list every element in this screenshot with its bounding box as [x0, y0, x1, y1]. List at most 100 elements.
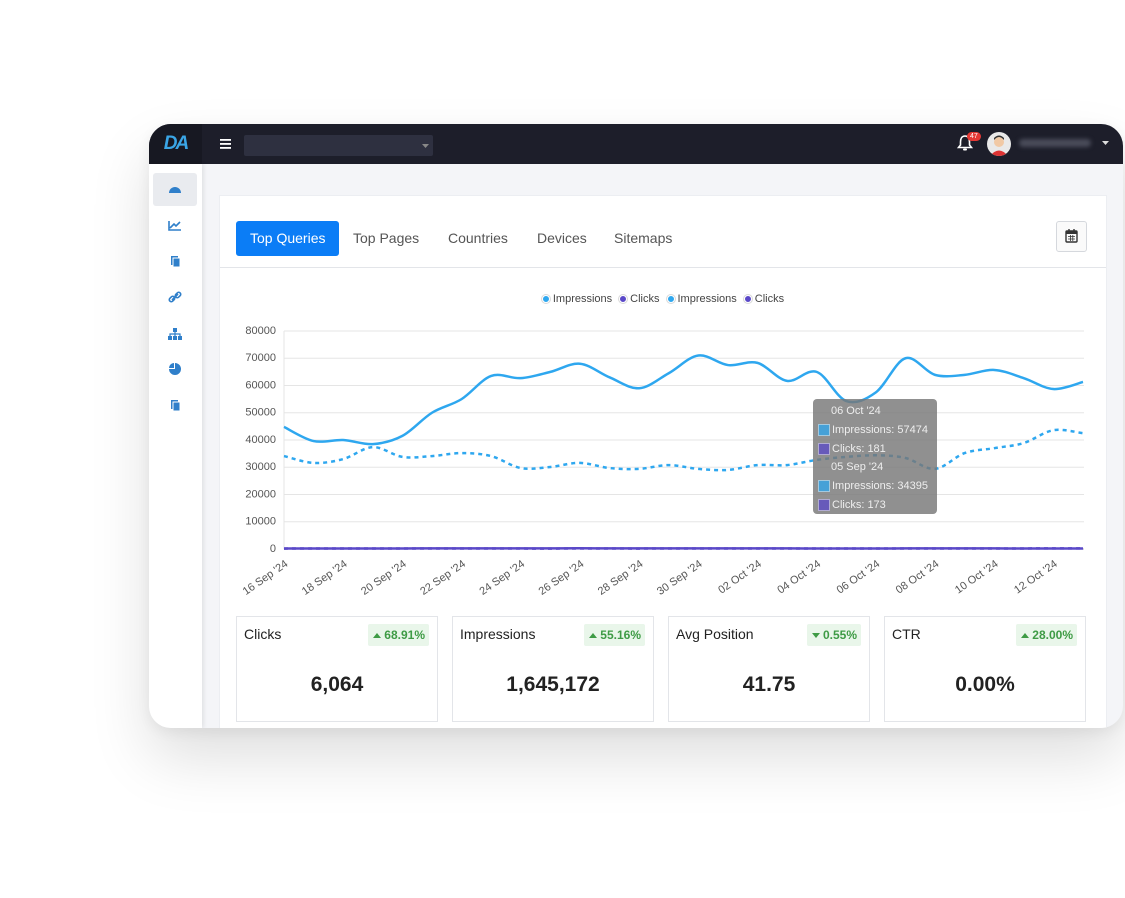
stat-label: Avg Position [676, 626, 754, 642]
y-tick-label: 60000 [245, 379, 276, 391]
x-tick-label: 12 Oct '24 [1012, 558, 1060, 596]
x-tick-label: 04 Oct '24 [775, 558, 823, 596]
icon-pie [169, 363, 181, 375]
tooltip-title: 05 Sep '24 [831, 461, 884, 473]
stat-change: 68.91% [368, 624, 429, 646]
stat-card: Avg Position 0.55% 41.75 [668, 616, 870, 722]
y-tick-label: 0 [270, 543, 276, 555]
stat-card: CTR 28.00% 0.00% [884, 616, 1086, 722]
tooltip-row: Impressions: 57474 [813, 421, 937, 440]
tooltip-text: Impressions: 57474 [832, 424, 928, 437]
icon-sitemap [168, 328, 182, 340]
legend-marker [666, 295, 675, 303]
nav-documents[interactable] [153, 389, 197, 422]
y-tick-label: 70000 [245, 352, 276, 364]
nav-sitemap[interactable] [153, 317, 197, 350]
x-tick-label: 16 Sep '24 [241, 558, 291, 598]
stat-value: 0.00% [955, 673, 1015, 696]
tooltip-swatch [818, 442, 830, 455]
series-line [283, 354, 1084, 446]
x-tick-label: 06 Oct '24 [835, 558, 883, 596]
nav-analytics[interactable] [153, 209, 197, 242]
tab[interactable]: Countries [448, 230, 508, 246]
tooltip-text: Clicks: 181 [832, 442, 886, 455]
site-select[interactable] [244, 135, 433, 156]
x-tick-label: 26 Sep '24 [537, 558, 587, 598]
legend: Impressions Clicks Impressions Clicks [220, 293, 1106, 305]
stat-change-value: 68.91% [384, 628, 425, 642]
stat-change: 28.00% [1016, 624, 1077, 646]
chart: 0 10000 20000 30000 40000 50000 60000 70000 8000… [241, 325, 1084, 598]
menu-toggle[interactable] [220, 138, 232, 150]
tooltip-swatch [818, 424, 830, 437]
legend-label: Clicks [630, 293, 660, 305]
avatar-image [990, 135, 1008, 156]
x-tick-label: 22 Sep '24 [418, 558, 468, 598]
legend-marker [541, 295, 550, 303]
legend-label: Clicks [754, 293, 785, 305]
x-tick-label: 24 Sep '24 [477, 558, 527, 598]
nav-links[interactable] [153, 281, 197, 314]
divider [220, 267, 1106, 268]
stat-change: 0.55% [806, 624, 861, 646]
stat-change-value: 28.00% [1032, 628, 1073, 642]
report-panel: Top Queries Top Pages Countries Devices … [219, 195, 1107, 728]
icon-link [168, 291, 182, 303]
trend-arrow [589, 632, 598, 638]
top-bar: DA 47 [149, 124, 1123, 164]
stat-label: Impressions [460, 626, 536, 642]
tab[interactable]: Top Pages [353, 230, 420, 246]
stat-change-value: 55.16% [600, 628, 641, 642]
stat-change: 55.16% [584, 624, 645, 646]
tab[interactable]: Top Queries [236, 221, 340, 256]
icon-chart [168, 221, 181, 231]
y-tick-label: 80000 [245, 325, 276, 337]
tab[interactable]: Sitemaps [614, 230, 673, 246]
dashboard-window: DA 47 Top Queries Top Pages Countries De… [149, 124, 1123, 728]
nav-dashboard[interactable] [153, 173, 197, 206]
x-tick-label: 10 Oct '24 [953, 558, 1001, 596]
x-tick-label: 02 Oct '24 [716, 558, 764, 596]
nav-pages[interactable] [153, 245, 197, 278]
tooltip-title: 06 Oct '24 [831, 405, 881, 417]
legend-label: Impressions [677, 293, 737, 305]
select-caret [422, 144, 429, 148]
tooltip-row: Clicks: 181 [813, 440, 937, 459]
y-tick-label: 20000 [245, 488, 276, 500]
y-tick-label: 50000 [245, 407, 276, 419]
legend-marker [619, 295, 628, 303]
notification-badge: 47 [967, 132, 981, 141]
legend-item: Clicks [743, 293, 785, 305]
user-avatar[interactable] [987, 132, 1011, 156]
icon-calendar [1065, 229, 1078, 243]
stat-value: 1,645,172 [506, 673, 600, 696]
tooltip-text: Clicks: 173 [832, 498, 886, 511]
tooltip-swatch [818, 498, 830, 511]
legend-item: Impressions [666, 293, 737, 305]
tab[interactable]: Devices [537, 230, 587, 246]
stat-change-value: 0.55% [822, 628, 857, 642]
icon-pages [171, 256, 181, 268]
tooltip-swatch [818, 480, 830, 493]
stat-value: 6,064 [310, 673, 364, 696]
date-picker-button[interactable] [1056, 221, 1087, 252]
trend-arrow [811, 632, 820, 638]
tooltip-row: Impressions: 34395 [813, 477, 937, 496]
user-name-blurred [1019, 139, 1091, 147]
y-tick-label: 30000 [245, 461, 276, 473]
legend-label: Impressions [552, 293, 613, 305]
trend-arrow [1021, 632, 1030, 638]
nav-reports[interactable] [153, 353, 197, 386]
user-caret[interactable] [1102, 141, 1109, 146]
stat-card: Impressions 55.16% 1,645,172 [452, 616, 654, 722]
legend-item: Clicks [619, 293, 660, 305]
x-tick-label: 08 Oct '24 [894, 558, 942, 596]
stat-value: 41.75 [742, 673, 796, 696]
stat-label: CTR [892, 626, 921, 642]
icon-dashboard [169, 187, 181, 193]
series-line [283, 428, 1084, 472]
sidebar [149, 164, 202, 728]
logo[interactable]: DA [149, 124, 202, 164]
tooltip-text: Impressions: 34395 [832, 480, 928, 493]
